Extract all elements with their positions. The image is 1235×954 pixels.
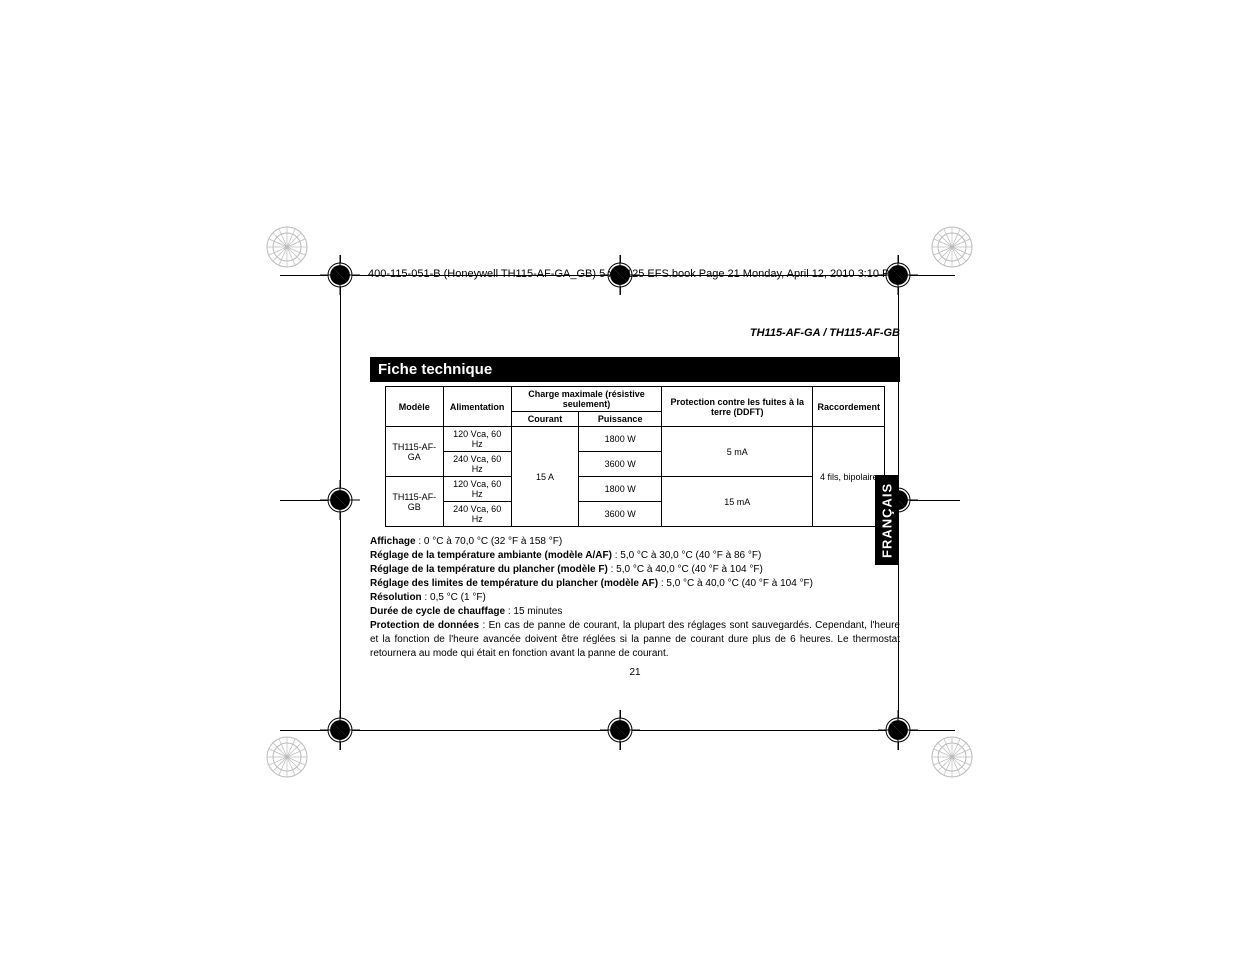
cell-gfci-gb: 15 mA: [662, 477, 813, 527]
section-title-bar: Fiche technique: [370, 357, 900, 382]
fan-mark-bl: [265, 735, 309, 779]
fan-mark-tl: [265, 225, 309, 269]
th-maxload: Charge maximale (résistive seulement): [511, 387, 661, 412]
spec-display-label: Affichage: [370, 536, 416, 547]
spec-floor-val: : 5,0 °C à 40,0 °C (40 °F à 104 °F): [608, 564, 763, 575]
table-header-row: Modèle Alimentation Charge maximale (rés…: [386, 387, 885, 412]
table-row: TH115-AF-GB 120 Vca, 60 Hz 1800 W 15 mA: [386, 477, 885, 502]
reg-mark-mid-left: [320, 480, 360, 520]
cell-p4: 3600 W: [579, 502, 662, 527]
spec-limits-val: : 5,0 °C à 40,0 °C (40 °F à 104 °F): [658, 578, 813, 589]
cell-v2: 240 Vca, 60 Hz: [443, 452, 511, 477]
spec-cycle-label: Durée de cycle de chauffage: [370, 606, 505, 617]
cell-model-ga: TH115-AF-GA: [386, 427, 444, 477]
cell-model-gb: TH115-AF-GB: [386, 477, 444, 527]
th-current: Courant: [511, 412, 578, 427]
fan-mark-br: [930, 735, 974, 779]
spec-table: Modèle Alimentation Charge maximale (rés…: [385, 386, 885, 527]
spec-floor-label: Réglage de la température du plancher (m…: [370, 564, 608, 575]
th-power: Puissance: [579, 412, 662, 427]
cell-v1: 120 Vca, 60 Hz: [443, 427, 511, 452]
cell-v4: 240 Vca, 60 Hz: [443, 502, 511, 527]
spec-ambient-val: : 5,0 °C à 30,0 °C (40 °F à 86 °F): [612, 550, 761, 561]
spec-res-label: Résolution: [370, 592, 422, 603]
reg-mark-bot-right: [878, 710, 918, 750]
cell-current: 15 A: [511, 427, 578, 527]
cell-wiring: 4 fils, bipolaire: [813, 427, 885, 527]
reg-mark-bot-left: [320, 710, 360, 750]
spec-limits-label: Réglage des limites de température du pl…: [370, 578, 658, 589]
reg-mark-top-left: [320, 255, 360, 295]
spec-ambient-label: Réglage de la température ambiante (modè…: [370, 550, 612, 561]
cell-p2: 3600 W: [579, 452, 662, 477]
cell-p3: 1800 W: [579, 477, 662, 502]
fan-mark-tr: [930, 225, 974, 269]
spec-data-label: Protection de données: [370, 620, 479, 631]
language-tab: FRANÇAIS: [875, 475, 899, 565]
th-gfci: Protection contre les fuites à la terre …: [662, 387, 813, 427]
spec-res-val: : 0,5 °C (1 °F): [422, 592, 486, 603]
spec-display-val: : 0 °C à 70,0 °C (32 °F à 158 °F): [416, 536, 563, 547]
print-header-line: 400-115-051-B (Honeywell TH115-AF-GA_GB)…: [368, 268, 899, 280]
page-content: TH115-AF-GA / TH115-AF-GB Fiche techniqu…: [370, 327, 900, 678]
th-wiring: Raccordement: [813, 387, 885, 427]
cell-v3: 120 Vca, 60 Hz: [443, 477, 511, 502]
spec-cycle-val: : 15 minutes: [505, 606, 562, 617]
cell-p1: 1800 W: [579, 427, 662, 452]
th-supply: Alimentation: [443, 387, 511, 427]
reg-mark-bot-center: [600, 710, 640, 750]
spec-text-block: Affichage : 0 °C à 70,0 °C (32 °F à 158 …: [370, 535, 900, 661]
th-model: Modèle: [386, 387, 444, 427]
cell-gfci-ga: 5 mA: [662, 427, 813, 477]
model-header: TH115-AF-GA / TH115-AF-GB: [750, 327, 900, 339]
table-row: TH115-AF-GA 120 Vca, 60 Hz 15 A 1800 W 5…: [386, 427, 885, 452]
page-number: 21: [370, 667, 900, 678]
